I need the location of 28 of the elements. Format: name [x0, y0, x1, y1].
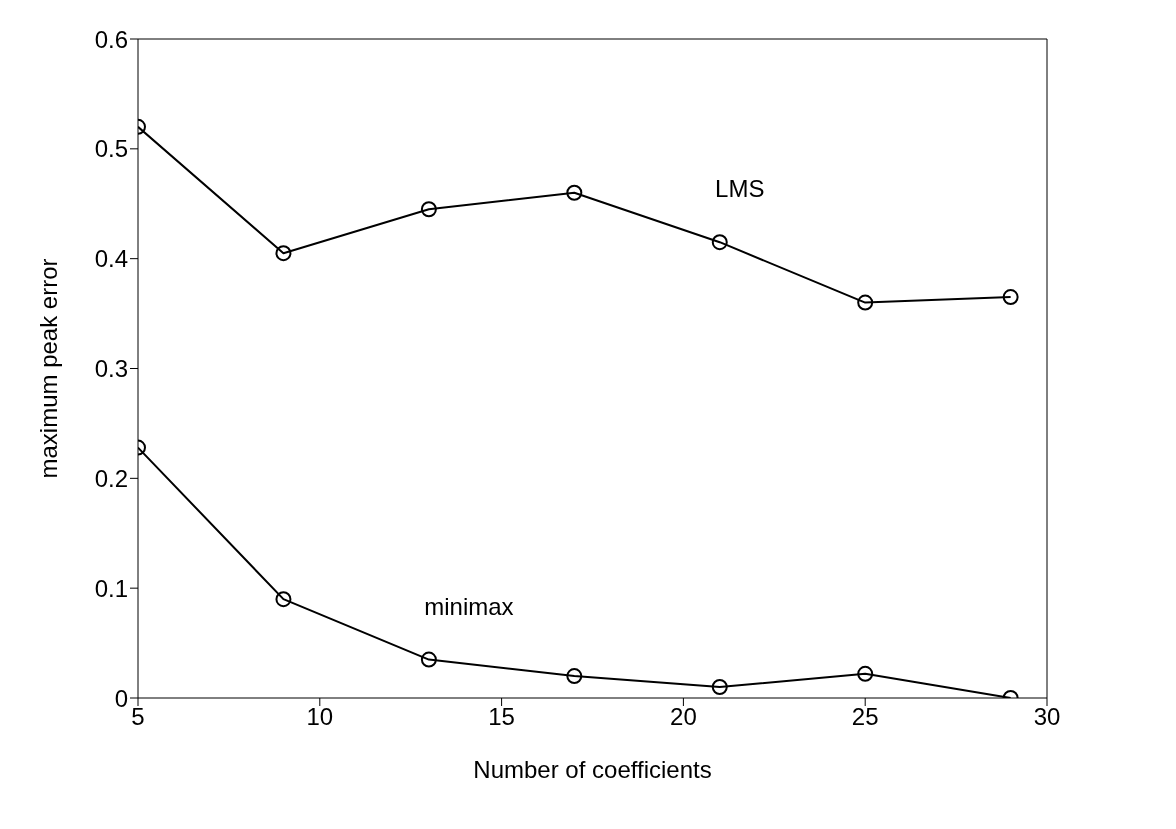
x-axis-title: Number of coefficients [473, 756, 712, 783]
point [420, 201, 437, 218]
x-tick-label: 20 [670, 703, 697, 731]
point [566, 668, 583, 685]
point [711, 679, 728, 696]
y-tick-label: 0.2 [94, 464, 128, 492]
x-tick-label: 15 [488, 703, 515, 731]
y-tick-label: 0 [114, 684, 128, 712]
point [711, 234, 728, 251]
y-tick-label: 0.5 [94, 135, 128, 163]
x-tick-label: 25 [851, 703, 879, 731]
point [857, 665, 874, 682]
point [420, 651, 437, 668]
x-tick-label: 5 [131, 703, 145, 731]
point [566, 184, 583, 201]
point [857, 294, 874, 311]
y-tick-label: 0.6 [94, 25, 128, 53]
point [275, 245, 292, 262]
y-axis-title: maximum peak error [34, 258, 62, 479]
y-tick-label: 0.4 [94, 245, 128, 273]
x-tick-label: 10 [306, 703, 334, 731]
series-label: LMS [715, 175, 765, 203]
y-tick-label: 0.3 [94, 355, 128, 383]
y-tick-label: 0.1 [94, 574, 128, 602]
series-label: minimax [424, 592, 514, 620]
point [275, 591, 292, 608]
x-tick-label: 30 [1033, 703, 1061, 731]
point [1002, 289, 1019, 306]
